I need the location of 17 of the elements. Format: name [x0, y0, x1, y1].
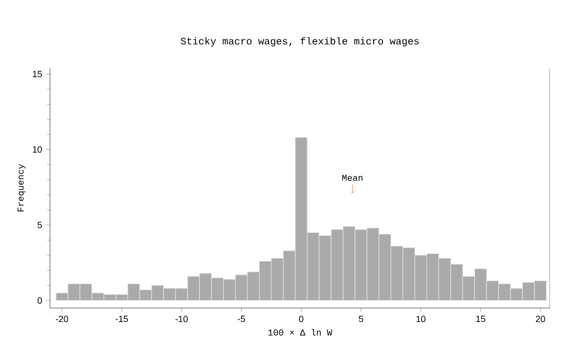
x-tick-label: 15 [476, 316, 486, 322]
annotation: Mean [342, 174, 362, 181]
y-axis-title: Frequency [18, 164, 26, 212]
x-tick-label: 0 [299, 316, 304, 322]
chart-title: Sticky macro wages, flexible micro wages [180, 37, 419, 46]
x-tick-label: -20 [56, 316, 68, 322]
x-tick-label: -5 [238, 316, 245, 322]
x-tick-label: 10 [416, 316, 426, 322]
y-tick-label: 10 [32, 146, 42, 153]
x-tick-label: -15 [116, 316, 128, 322]
y-tick-label: 5 [38, 222, 42, 228]
x-tick-label: 20 [536, 316, 546, 322]
x-tick-label: 5 [358, 316, 364, 322]
y-tick-label: 15 [32, 70, 42, 78]
x-axis-title: 100 × Δ ln W [268, 328, 332, 336]
y-tick-label: 0 [38, 297, 42, 304]
x-tick-label: -10 [176, 316, 188, 322]
